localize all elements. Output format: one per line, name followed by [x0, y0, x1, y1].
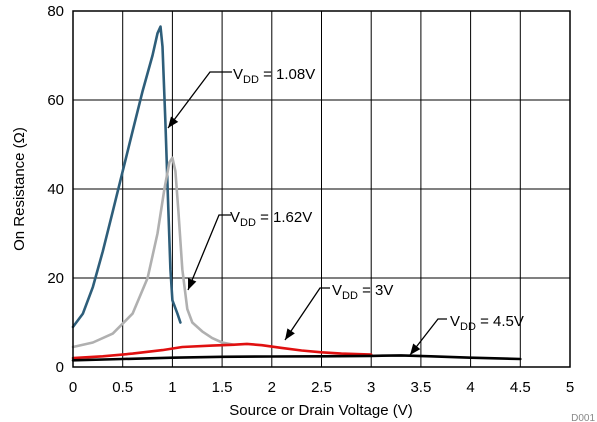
y-tick-label: 60: [47, 92, 64, 109]
x-tick-label: 1: [168, 379, 176, 396]
y-tick-label: 40: [47, 181, 64, 198]
series-annotations: VDD = 1.08V VDD = 1.62V VDD = 3V VDD = 4.5V: [167, 66, 524, 356]
x-axis-label: Source or Drain Voltage (V): [229, 402, 412, 419]
x-tick-label: 5: [566, 379, 574, 396]
x-tick-label: 4.5: [510, 379, 531, 396]
annotation-leader-3: [409, 318, 447, 356]
series-lines: [71, 25, 522, 362]
x-tick-label: 2: [268, 379, 276, 396]
series-label-0: VDD = 1.08V: [233, 66, 315, 86]
y-tick-label: 80: [47, 3, 64, 20]
x-tick-label: 4: [466, 379, 474, 396]
plot-frame: [72, 10, 571, 368]
series-label-1: VDD = 1.62V: [230, 209, 312, 229]
x-tick-label: 3.5: [410, 379, 431, 396]
arrowhead-icon: [168, 116, 179, 128]
series-line-0: [71, 25, 182, 329]
series-line-2: [71, 342, 373, 360]
series-line-1: [71, 156, 236, 349]
x-tick-label: 3: [367, 379, 375, 396]
arrowhead-icon: [285, 328, 295, 340]
arrowhead-icon: [410, 343, 421, 355]
series-line-3: [71, 354, 522, 362]
arrowhead-icon: [188, 278, 197, 290]
series-label-3: VDD = 4.5V: [450, 313, 524, 333]
y-tick-labels: 0 20 40 60 80: [47, 3, 64, 376]
annotation-leader-0: [167, 71, 232, 129]
x-tick-labels: 0 0.5 1 1.5 2 2.5 3 3.5 4 4.5 5: [69, 379, 574, 396]
x-tick-label: 0: [69, 379, 77, 396]
y-axis-label: On Resistance (Ω): [11, 127, 28, 251]
x-tick-label: 0.5: [112, 379, 133, 396]
figure-id: D001: [571, 413, 595, 422]
y-tick-label: 0: [56, 359, 64, 376]
y-tick-label: 20: [47, 270, 64, 287]
annotation-leader-2: [284, 287, 330, 341]
x-tick-label: 1.5: [212, 379, 233, 396]
x-tick-label: 2.5: [311, 379, 332, 396]
annotation-leader-1: [187, 214, 231, 291]
series-label-2: VDD = 3V: [332, 282, 393, 302]
